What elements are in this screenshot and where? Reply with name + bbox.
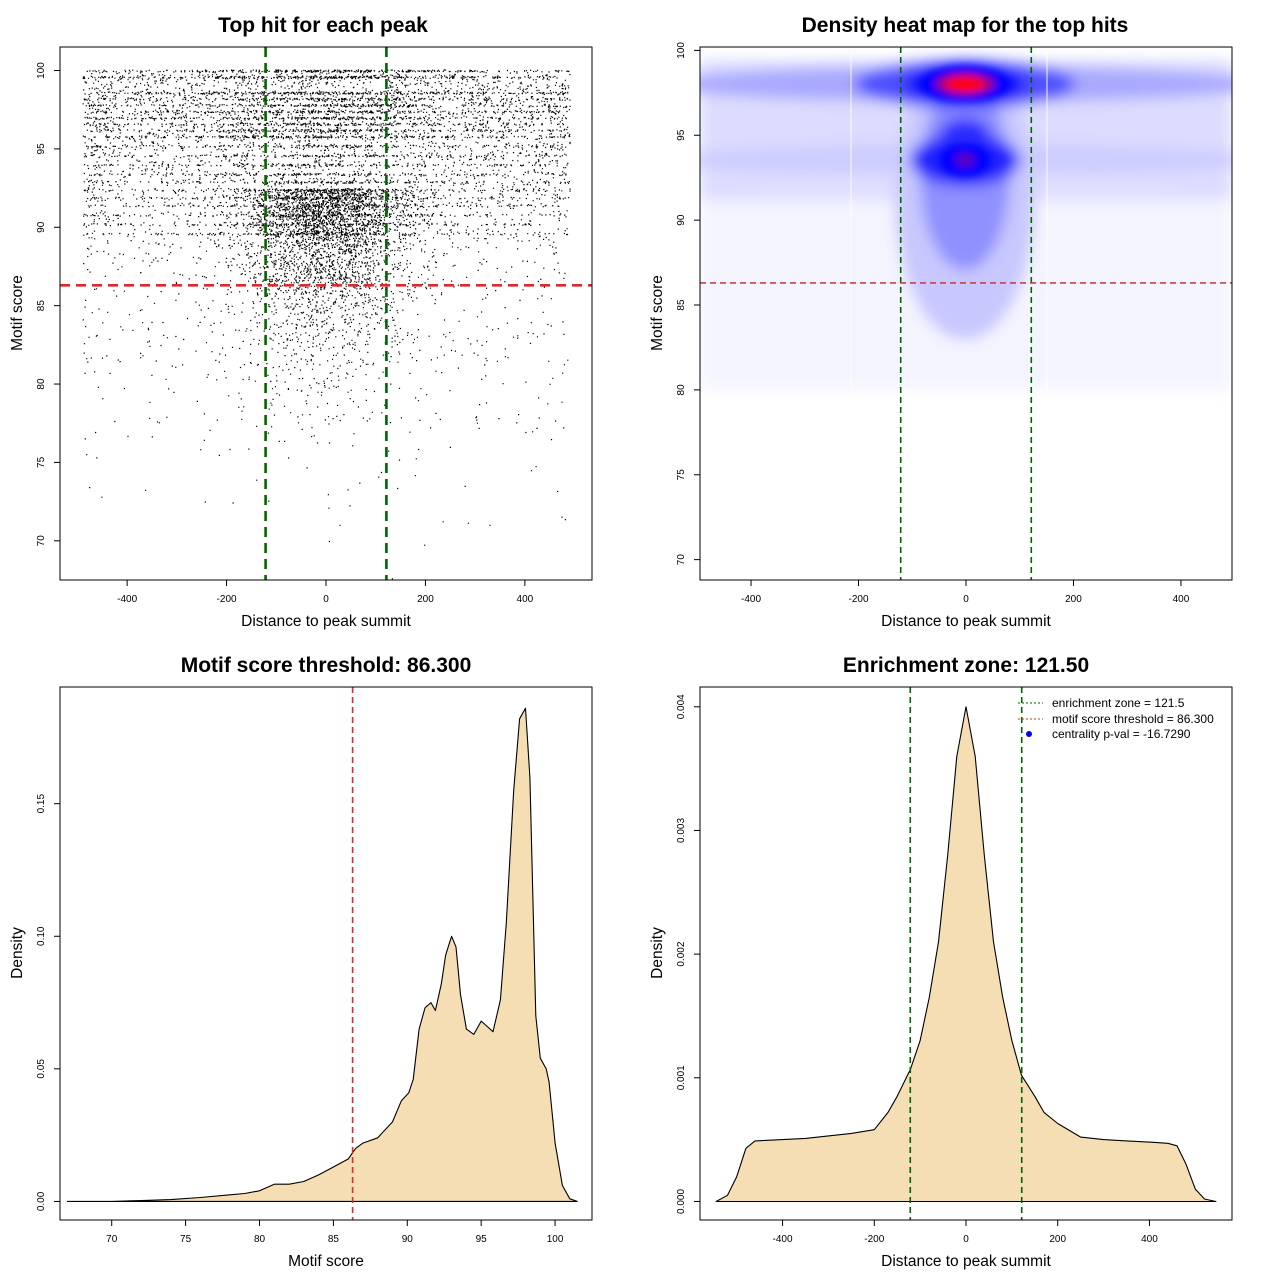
x-tick-label: 85: [328, 1234, 340, 1245]
x-tick-label: 95: [476, 1234, 488, 1245]
y-tick-label: 0.003: [676, 818, 687, 843]
x-tick-label: 70: [106, 1234, 118, 1245]
x-tick-label: 0: [963, 594, 969, 605]
x-tick-label: 400: [1141, 1234, 1158, 1245]
scatter-title: Top hit for each peak: [218, 14, 428, 37]
distance-y-label: Density: [649, 927, 666, 979]
heatmap-x-axis: -400 -200 0 200 400: [741, 579, 1190, 605]
legend-label: enrichment zone = 121.5: [1052, 696, 1185, 710]
density-area: [715, 706, 1217, 1203]
scatter-x-axis: -400 -200 0 200 400: [117, 579, 534, 605]
x-tick-label: 200: [417, 594, 434, 605]
density-area: [66, 707, 578, 1202]
y-tick-label: 85: [36, 300, 47, 312]
distance-x-axis: -400 -200 0 200 400: [773, 1219, 1158, 1245]
legend-label: centrality p-val = -16.7290: [1052, 727, 1191, 741]
x-tick-label: 0: [963, 1234, 969, 1245]
score-density-panel: Motif score threshold: 86.300 70 75 80 85 90…: [9, 654, 593, 1270]
heatmap-panel: Density heat map for the top hits: [649, 14, 1233, 630]
score-density-title: Motif score threshold: 86.300: [181, 654, 472, 677]
x-tick-label: 75: [180, 1234, 192, 1245]
scatter-x-label: Distance to peak summit: [241, 613, 411, 630]
x-tick-label: 80: [254, 1234, 266, 1245]
y-tick-label: 0.000: [676, 1189, 687, 1214]
score-y-axis: 0.00 0.05 0.10 0.15: [36, 794, 61, 1211]
heatmap-surface: [700, 47, 1232, 580]
x-tick-label: 90: [402, 1234, 414, 1245]
x-tick-label: -200: [849, 594, 869, 605]
legend-point-swatch: [1026, 731, 1032, 737]
heatmap-title: Density heat map for the top hits: [802, 14, 1129, 37]
y-tick-label: 80: [676, 384, 687, 396]
y-tick-label: 90: [676, 214, 687, 226]
legend-entry-score-threshold: motif score threshold = 86.300: [1018, 712, 1214, 726]
y-tick-label: 75: [36, 456, 47, 468]
y-tick-label: 0.002: [676, 941, 687, 966]
distance-density-panel: Enrichment zone: 121.50 -400 -200 0 200 400 …: [649, 654, 1233, 1270]
y-tick-label: 95: [676, 129, 687, 141]
y-tick-label: 70: [676, 554, 687, 566]
distance-x-label: Distance to peak summit: [881, 1253, 1051, 1270]
y-tick-label: 0.15: [36, 794, 47, 814]
heatmap-x-label: Distance to peak summit: [881, 613, 1051, 630]
y-tick-label: 100: [676, 42, 687, 59]
x-tick-label: 100: [547, 1234, 564, 1245]
scatter-reference-lines: [60, 47, 592, 580]
y-tick-label: 90: [36, 221, 47, 233]
scatter-y-axis: 70 75 80 85 90 95 100: [36, 62, 61, 547]
y-tick-label: 0.004: [676, 694, 687, 719]
y-tick-label: 85: [676, 299, 687, 311]
legend-entry-enrichment-zone: enrichment zone = 121.5: [1018, 696, 1185, 710]
distance-y-axis: 0.000 0.001 0.002 0.003 0.004: [676, 694, 701, 1214]
heatmap-reference-lines: [700, 47, 1232, 580]
legend-entry-centrality: centrality p-val = -16.7290: [1026, 727, 1191, 741]
scatter-plot-frame: [59, 46, 593, 581]
distance-zone-lines: [909, 687, 1023, 1220]
x-tick-label: 200: [1049, 1234, 1066, 1245]
x-tick-label: 200: [1065, 594, 1082, 605]
y-tick-label: 95: [36, 143, 47, 155]
y-tick-label: 100: [36, 62, 47, 79]
x-tick-label: -200: [217, 594, 237, 605]
distance-density-title: Enrichment zone: 121.50: [843, 654, 1089, 677]
heatmap-y-axis: 70 75 80 85 90 95 100: [676, 42, 701, 566]
y-tick-label: 0.10: [36, 926, 47, 946]
y-tick-label: 80: [36, 378, 47, 390]
scatter-point-cloud: [82, 69, 571, 580]
distance-density-series: [715, 706, 1217, 1203]
x-tick-label: -400: [741, 594, 761, 605]
x-tick-label: -400: [773, 1234, 793, 1245]
y-tick-label: 0.00: [36, 1191, 47, 1211]
x-tick-label: -400: [117, 594, 137, 605]
scatter-y-label: Motif score: [9, 275, 26, 351]
y-tick-label: 70: [36, 535, 47, 547]
score-x-label: Motif score: [288, 1253, 364, 1270]
y-tick-label: 75: [676, 469, 687, 481]
y-tick-label: 0.001: [676, 1065, 687, 1090]
scatter-panel: Top hit for each peak -400 -200 0 200 400 70…: [9, 14, 593, 630]
legend-label: motif score threshold = 86.300: [1052, 712, 1214, 726]
heatmap-y-label: Motif score: [649, 275, 666, 351]
legend: enrichment zone = 121.5 motif score thre…: [1018, 696, 1214, 741]
scatter-points: [82, 69, 571, 580]
y-tick-label: 0.05: [36, 1059, 47, 1079]
x-tick-label: -200: [864, 1234, 884, 1245]
x-tick-label: 0: [323, 594, 329, 605]
score-density-series: [66, 707, 578, 1202]
score-y-label: Density: [9, 927, 26, 979]
x-tick-label: 400: [517, 594, 534, 605]
x-tick-label: 400: [1173, 594, 1190, 605]
score-x-axis: 70 75 80 85 90 95 100: [106, 1219, 564, 1245]
